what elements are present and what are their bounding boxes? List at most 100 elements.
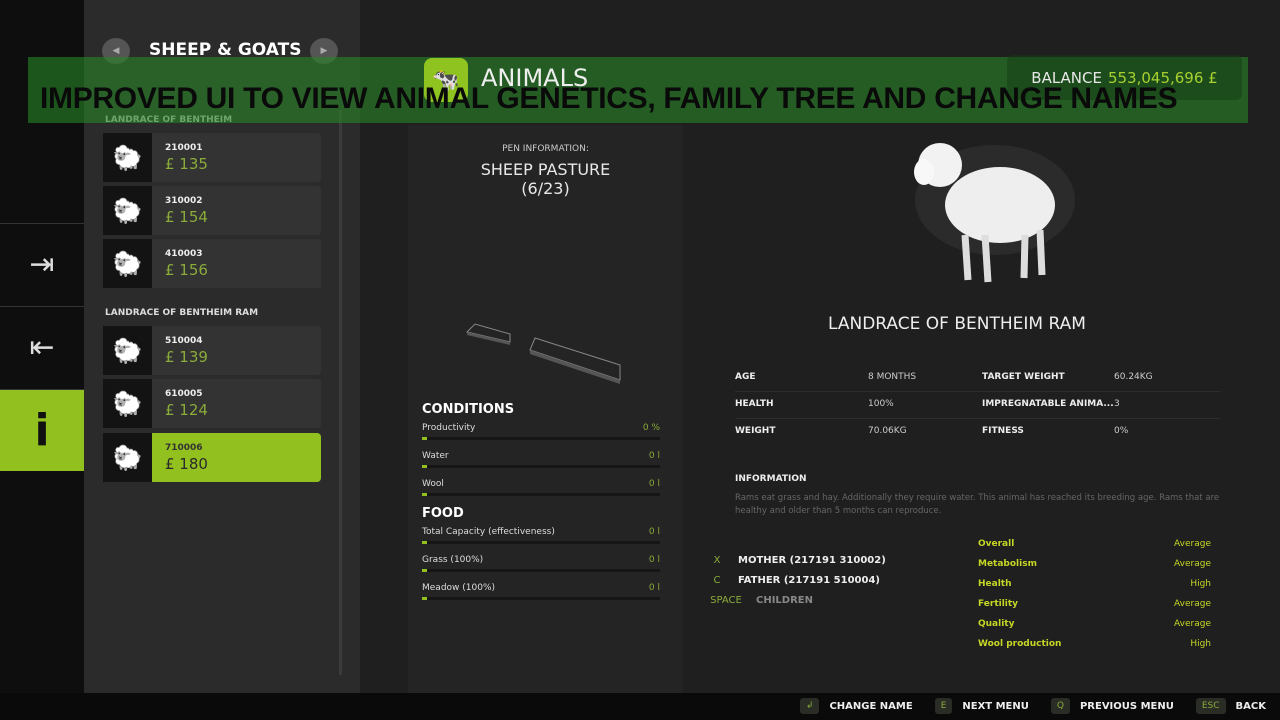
progress-bar — [422, 493, 660, 496]
key-hint: SPACE — [710, 595, 742, 606]
action-label: BACK — [1235, 700, 1266, 712]
row-label: Water — [422, 451, 449, 461]
key-hint: X — [713, 555, 721, 566]
genetics-value: Average — [1174, 599, 1211, 609]
stat-value: 60.24KG — [1114, 372, 1153, 382]
scrollbar[interactable] — [339, 110, 342, 675]
genetics-label: Health — [978, 579, 1012, 589]
family-link[interactable]: C FATHER (217191 510004) — [706, 575, 880, 586]
genetics-label: Metabolism — [978, 559, 1037, 569]
progress-bar — [422, 569, 660, 572]
row-value: 0 % — [642, 423, 660, 433]
progress-bar — [422, 541, 660, 544]
food-row: Meadow (100%) 0 l — [422, 583, 660, 600]
animal-image — [914, 143, 1075, 283]
sheep-icon: 🐑 — [103, 133, 152, 182]
stat-value: 8 MONTHS — [868, 372, 917, 382]
genetics-value: Average — [1174, 619, 1211, 629]
row-value: 0 l — [648, 479, 660, 489]
genetics-label: Overall — [978, 539, 1015, 549]
balance-label: BALANCE — [1031, 68, 1102, 87]
pen-count: (6/23) — [521, 179, 570, 198]
conditions-row: Productivity 0 % — [422, 423, 660, 440]
sheep-icon: 🐑 — [103, 326, 152, 375]
stat-label: TARGET WEIGHT — [982, 372, 1065, 382]
animal-list-item[interactable]: 🐑 310002 £ 154 — [103, 186, 321, 235]
pen-label: PEN INFORMATION: — [502, 144, 589, 154]
genetics-label: Wool production — [978, 639, 1062, 649]
footer-action[interactable]: ↲ CHANGE NAME — [799, 698, 913, 714]
genetics-label: Fertility — [978, 599, 1019, 609]
information-text: Rams eat grass and hay. Additionally the… — [735, 493, 1220, 516]
row-value: 0 l — [648, 555, 660, 565]
row-label: Productivity — [422, 423, 476, 433]
stat-value: 70.06KG — [868, 426, 907, 436]
key-hint: Q — [1050, 698, 1070, 714]
animal-id: 710006 — [165, 443, 203, 453]
conditions-row: Water 0 l — [422, 451, 660, 468]
pen-name: SHEEP PASTURE — [480, 160, 611, 179]
animal-list-item[interactable]: 🐑 610005 £ 124 — [103, 379, 321, 428]
progress-bar — [422, 437, 660, 440]
sheep-icon: 🐑 — [103, 239, 152, 288]
sheep-icon: 🐑 — [103, 186, 152, 235]
animal-list-item[interactable]: 🐑 710006 £ 180 — [103, 433, 321, 482]
info-icon[interactable]: i — [0, 389, 84, 471]
animal-id: 310002 — [165, 196, 203, 206]
conditions-title: CONDITIONS — [422, 402, 515, 417]
stat-value: 3 — [1114, 399, 1120, 409]
food-row: Total Capacity (effectiveness) 0 l — [422, 527, 660, 544]
stat-label: IMPREGNATABLE ANIMA... — [982, 399, 1114, 409]
animal-list-item[interactable]: 🐑 410003 £ 156 — [103, 239, 321, 288]
animal-list-item[interactable]: 🐑 510004 £ 139 — [103, 326, 321, 375]
row-value: 0 l — [648, 583, 660, 593]
balance-value: 553,045,696 £ — [1107, 68, 1218, 87]
animal-price: £ 156 — [165, 261, 208, 279]
animals-icon: 🐄 — [424, 58, 468, 102]
divider — [735, 391, 1220, 392]
page-title: ANIMALS — [481, 64, 589, 92]
action-label: NEXT MENU — [962, 700, 1029, 712]
row-label: Grass (100%) — [422, 555, 484, 565]
stat-label: AGE — [735, 372, 756, 382]
animal-price: £ 135 — [165, 155, 208, 173]
family-label: MOTHER (217191 310002) — [738, 555, 886, 566]
action-label: CHANGE NAME — [829, 700, 913, 712]
genetics-value: High — [1190, 639, 1211, 649]
footer-action[interactable]: E NEXT MENU — [934, 698, 1029, 714]
key-hint: ↲ — [799, 698, 820, 714]
animal-id: 510004 — [165, 336, 203, 346]
animal-price: £ 180 — [165, 455, 208, 473]
progress-bar — [422, 597, 660, 600]
animal-id: 210001 — [165, 143, 203, 153]
animal-price: £ 139 — [165, 348, 208, 366]
genetics-label: Quality — [978, 619, 1015, 629]
sheep-icon: 🐑 — [103, 379, 152, 428]
information-title: INFORMATION — [735, 474, 807, 484]
key-hint: ESC — [1195, 698, 1226, 714]
row-label: Meadow (100%) — [422, 583, 496, 593]
animal-price: £ 154 — [165, 208, 208, 226]
row-label: Wool — [422, 479, 444, 489]
animal-list-item[interactable]: 🐑 210001 £ 135 — [103, 133, 321, 182]
progress-bar — [422, 465, 660, 468]
footer-action[interactable]: Q PREVIOUS MENU — [1050, 698, 1174, 714]
caption-text: IMPROVED UI TO VIEW ANIMAL GENETICS, FAM… — [40, 82, 1178, 115]
footer-action[interactable]: ESC BACK — [1195, 698, 1266, 714]
animal-name: LANDRACE OF BENTHEIM RAM — [828, 314, 1086, 334]
family-link[interactable]: SPACE CHILDREN — [706, 595, 813, 606]
sheep-icon: 🐑 — [103, 433, 152, 482]
stat-label: WEIGHT — [735, 426, 776, 436]
exit-icon[interactable]: ⇤ — [0, 306, 84, 388]
animal-id: 410003 — [165, 249, 203, 259]
divider — [735, 418, 1220, 419]
stat-value: 100% — [868, 399, 894, 409]
genetics-value: High — [1190, 579, 1211, 589]
action-label: PREVIOUS MENU — [1079, 700, 1174, 712]
balance-box: BALANCE 553,045,696 £ — [1007, 55, 1242, 100]
family-label: CHILDREN — [756, 595, 814, 606]
family-link[interactable]: X MOTHER (217191 310002) — [706, 555, 886, 566]
family-label: FATHER (217191 510004) — [738, 575, 880, 586]
stat-value: 0% — [1114, 426, 1129, 436]
enter-icon[interactable]: ⇥ — [0, 223, 84, 305]
